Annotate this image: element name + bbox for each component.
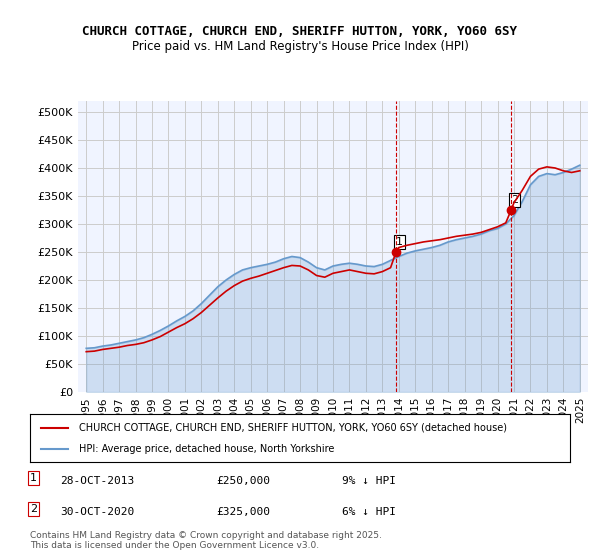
Text: CHURCH COTTAGE, CHURCH END, SHERIFF HUTTON, YORK, YO60 6SY: CHURCH COTTAGE, CHURCH END, SHERIFF HUTT… [83,25,517,38]
Text: HPI: Average price, detached house, North Yorkshire: HPI: Average price, detached house, Nort… [79,444,334,454]
Text: 28-OCT-2013: 28-OCT-2013 [60,476,134,486]
Text: Contains HM Land Registry data © Crown copyright and database right 2025.
This d: Contains HM Land Registry data © Crown c… [30,530,382,550]
Text: Price paid vs. HM Land Registry's House Price Index (HPI): Price paid vs. HM Land Registry's House … [131,40,469,53]
Text: 2: 2 [511,195,518,205]
Text: £325,000: £325,000 [216,507,270,517]
Text: 30-OCT-2020: 30-OCT-2020 [60,507,134,517]
Text: 2: 2 [30,504,37,514]
Text: 1: 1 [396,237,403,247]
Text: CHURCH COTTAGE, CHURCH END, SHERIFF HUTTON, YORK, YO60 6SY (detached house): CHURCH COTTAGE, CHURCH END, SHERIFF HUTT… [79,423,506,433]
Text: 6% ↓ HPI: 6% ↓ HPI [342,507,396,517]
Text: £250,000: £250,000 [216,476,270,486]
Text: 1: 1 [30,473,37,483]
Text: 9% ↓ HPI: 9% ↓ HPI [342,476,396,486]
